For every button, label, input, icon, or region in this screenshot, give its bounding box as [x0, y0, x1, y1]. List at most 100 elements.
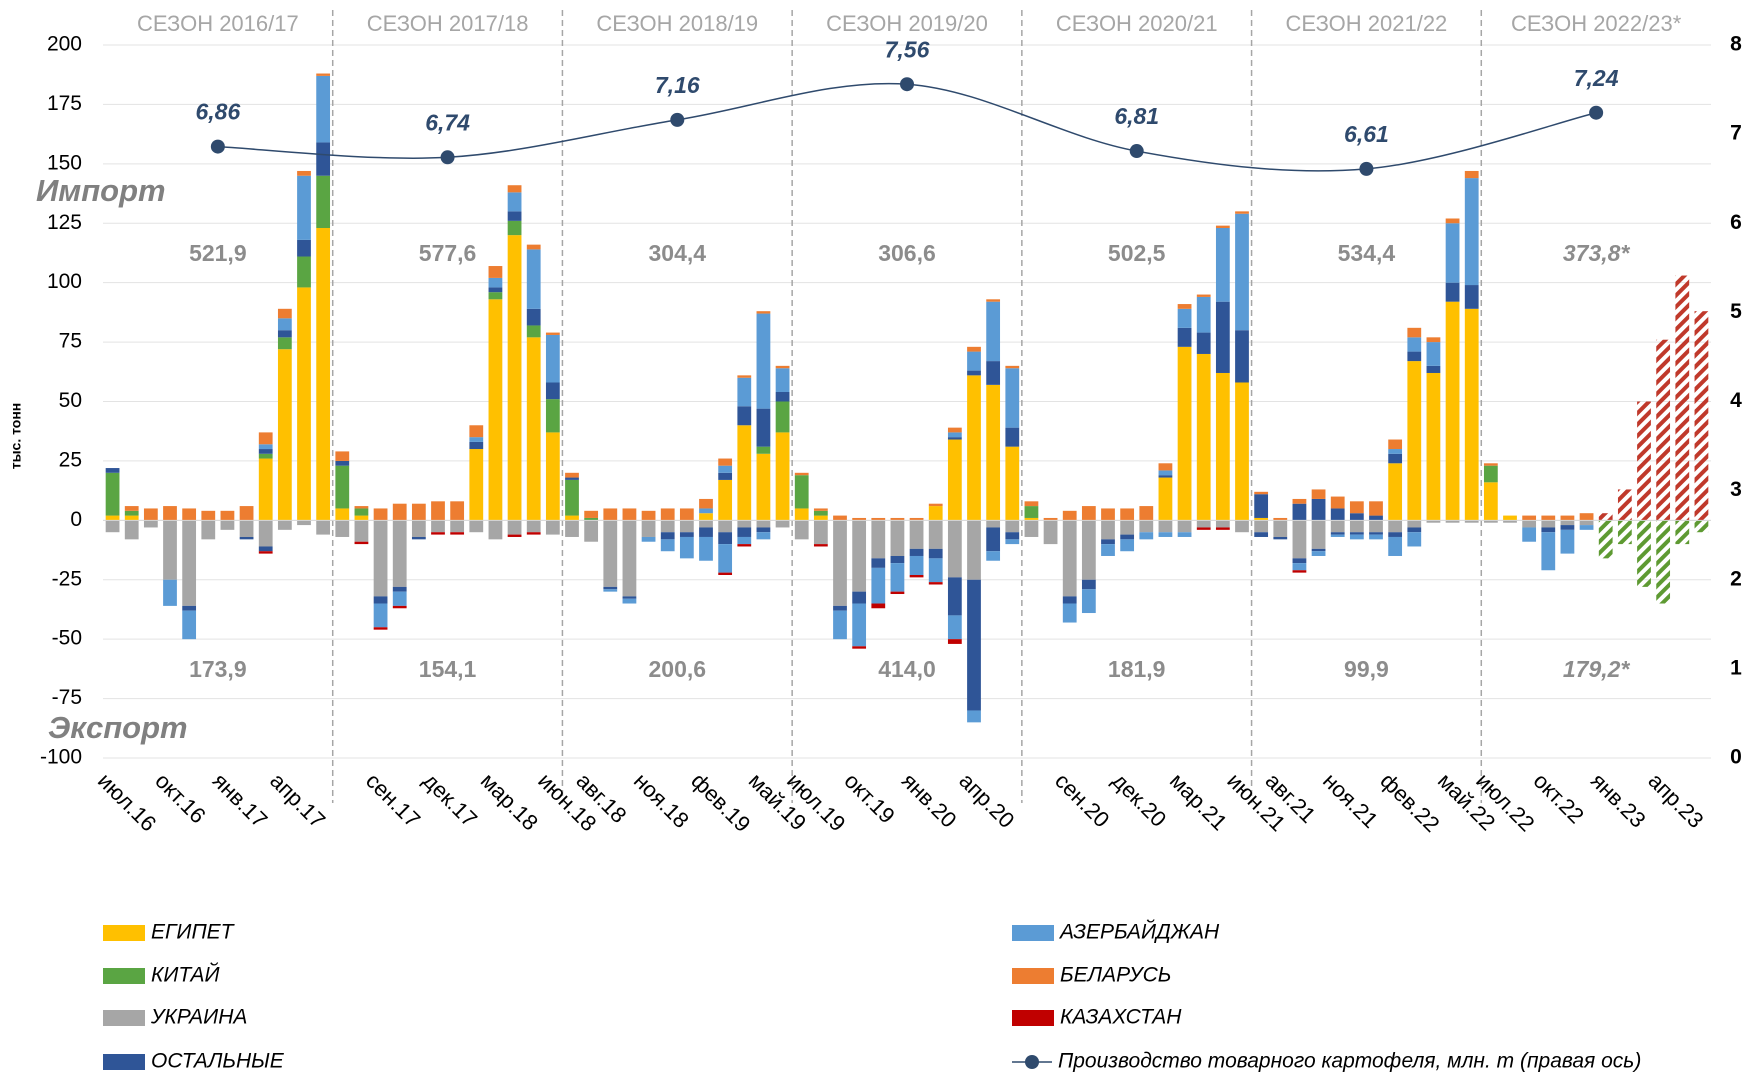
bar-segment [411, 503, 426, 521]
bar-segment [545, 334, 560, 383]
bar-segment [1579, 525, 1594, 530]
import-total: 577,6 [419, 240, 477, 266]
bar-segment [1407, 527, 1422, 533]
bar-segment [488, 287, 503, 293]
bar-segment [718, 544, 733, 573]
bar-segment [928, 548, 943, 559]
export-total: 173,9 [189, 656, 247, 682]
bar-segment [737, 406, 752, 426]
y-tick-label: -25 [52, 567, 82, 590]
bar-segment [947, 439, 962, 521]
bar-segment [660, 508, 675, 521]
y2-tick-label: 0 [1730, 746, 1742, 769]
bar-segment [756, 527, 771, 533]
bar-segment [890, 563, 905, 592]
bar-segment [1445, 223, 1460, 283]
bar-segment [1541, 527, 1556, 533]
bar-segment [335, 508, 350, 521]
bar-segment [124, 520, 139, 540]
export-total: 181,9 [1108, 656, 1166, 682]
bar-segment [1407, 337, 1422, 352]
bar-segment [641, 520, 656, 537]
bar-segment [660, 532, 675, 540]
bar-segment [1177, 304, 1192, 309]
bar-segment [986, 520, 1001, 528]
bar-segment [756, 532, 771, 540]
bar-segment [1158, 463, 1173, 471]
bar-segment [182, 605, 197, 611]
y2-tick-label: 5 [1730, 300, 1742, 323]
bar-segment [852, 591, 867, 604]
production-label: 7,24 [1574, 65, 1619, 91]
bar-segment [1560, 525, 1575, 530]
production-point [440, 150, 455, 165]
production-point [670, 112, 685, 127]
bar-segment [813, 510, 828, 516]
bar-segment [488, 266, 503, 278]
x-tick-label: сен.17 [361, 768, 425, 832]
bar-segment [565, 520, 579, 537]
x-tick-label: дек.17 [418, 768, 482, 832]
bar-segment [297, 520, 311, 526]
bar-segment [1369, 515, 1383, 521]
bar-segment [1043, 517, 1058, 521]
legend-label: АЗЕРБАЙДЖАН [1058, 921, 1220, 944]
bar-segment [1369, 520, 1383, 533]
bar-segment [603, 589, 618, 592]
bar-segment [1177, 346, 1192, 521]
bar-segment [488, 277, 503, 288]
import-label: Импорт [36, 173, 166, 208]
bar-segment [1081, 520, 1096, 580]
bar-segment [201, 510, 216, 521]
production-label: 6,74 [425, 109, 470, 135]
bar-segment [1177, 520, 1192, 533]
bar-segment [526, 244, 541, 250]
bar-segment [1330, 534, 1345, 537]
bar-segment [297, 170, 311, 176]
bar-segment [1120, 539, 1135, 552]
production-label: 7,56 [885, 36, 930, 62]
x-tick-label: янв.20 [897, 768, 962, 833]
legend-marker [1025, 1055, 1039, 1069]
bar-segment [641, 536, 656, 542]
bar-segment [335, 520, 350, 537]
bar-segment [488, 299, 503, 521]
production-point [1129, 144, 1144, 159]
bar-segment [1617, 489, 1632, 521]
bar-segment [1522, 520, 1537, 528]
bar-segment [1292, 558, 1307, 564]
bar-segment [507, 220, 522, 236]
bar-segment [737, 520, 752, 528]
bar-segment [373, 603, 388, 628]
bar-segment [1330, 532, 1345, 535]
y2-tick-label: 7 [1730, 122, 1742, 145]
bar-segment [1541, 520, 1556, 528]
bar-segment [871, 603, 886, 609]
import-total: 373,8* [1563, 240, 1631, 266]
bar-segment [507, 192, 522, 212]
bar-segment [526, 337, 541, 521]
legend-label: Производство товарного картофеля, млн. т… [1058, 1050, 1641, 1073]
y2-tick-label: 3 [1730, 478, 1742, 501]
import-total: 304,4 [649, 240, 707, 266]
bar-segment [316, 75, 331, 143]
bar-segment [909, 520, 924, 549]
bar-segment [852, 646, 867, 649]
bar-segment [565, 477, 579, 480]
bar-segment [852, 603, 867, 647]
bar-segment [699, 498, 713, 509]
bar-segment [488, 520, 503, 540]
bar-segment [1541, 532, 1556, 571]
bar-segment [335, 451, 350, 461]
bar-segment [813, 515, 828, 521]
bar-segment [1483, 520, 1498, 523]
legend-label: КАЗАХСТАН [1060, 1006, 1182, 1029]
bar-segment [124, 506, 139, 511]
legend-label: УКРАИНА [150, 1006, 247, 1029]
bar-segment [1062, 603, 1077, 623]
bar-segment [1369, 532, 1383, 535]
season-label: СЕЗОН 2022/23* [1511, 11, 1682, 36]
bar-segment [813, 544, 828, 547]
bar-segment [718, 532, 733, 545]
bar-segment [1139, 520, 1154, 533]
